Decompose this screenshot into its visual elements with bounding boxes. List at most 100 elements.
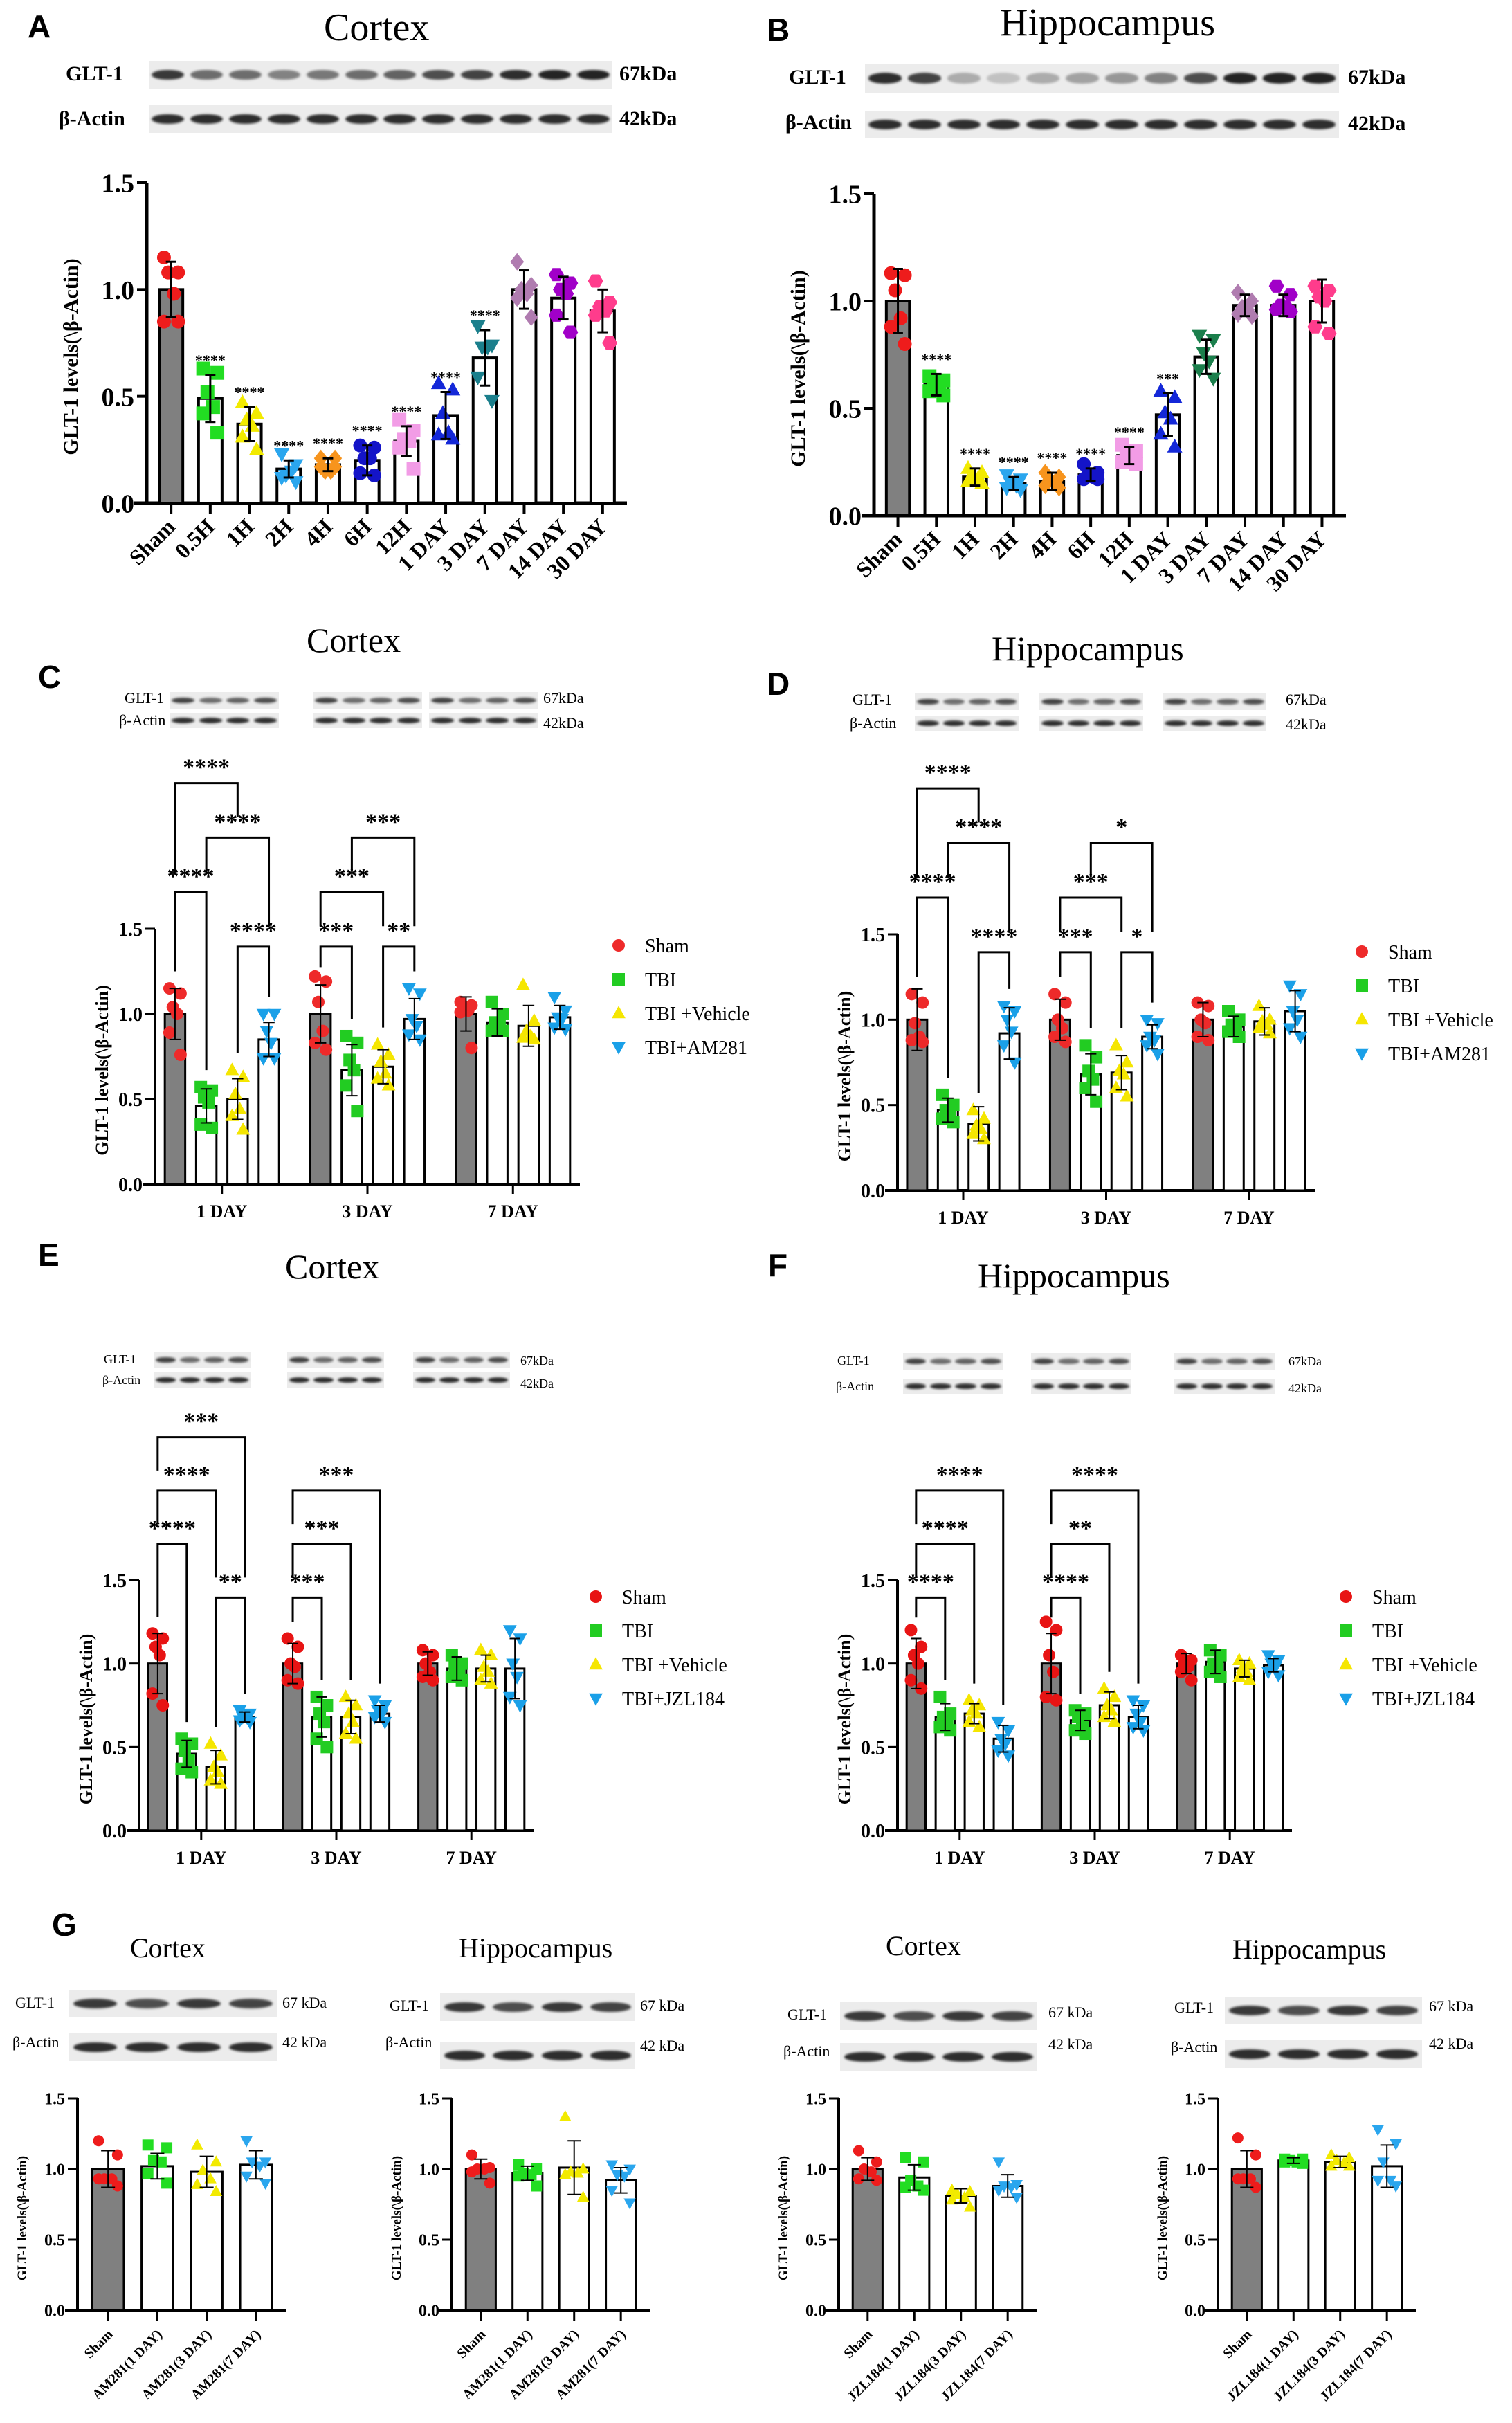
data-point-square — [161, 2177, 173, 2189]
legend-label: TBI+AM281 — [1388, 1044, 1491, 1065]
blot-label-glt1: GLT-1 — [789, 66, 846, 89]
panel-letter-d: D — [767, 666, 790, 702]
panel-letter-e: E — [38, 1237, 60, 1273]
y-tick-label: 0.5 — [861, 1737, 885, 1759]
data-point-tri-up — [963, 2200, 976, 2212]
data-point-hexagon — [1307, 279, 1323, 293]
data-point-tri-up — [1167, 389, 1183, 403]
blot-glt1 — [69, 1990, 277, 2017]
blot-band — [590, 2050, 632, 2061]
blot-band — [177, 1998, 221, 2009]
blot-band — [1217, 698, 1239, 705]
data-point-square — [531, 2180, 543, 2192]
data-point-circle — [367, 468, 381, 482]
data-point-tri-up — [374, 1054, 388, 1067]
x-tick-label: 1H — [221, 514, 258, 551]
data-point-tri-down — [513, 1633, 527, 1646]
significance-label: ** — [219, 1569, 242, 1595]
blot-glt1 — [1031, 1353, 1131, 1370]
data-point-square — [155, 2156, 167, 2168]
significance-label: *** — [1156, 370, 1179, 387]
x-tick-label: 4H — [300, 514, 337, 551]
blot-band — [463, 1377, 484, 1383]
data-point-circle — [915, 1640, 928, 1653]
data-point-circle — [853, 2173, 864, 2185]
data-point-square — [406, 462, 421, 476]
significance-label: **** — [909, 869, 956, 895]
significance-bracket — [215, 1596, 246, 1727]
blot-band — [499, 114, 532, 125]
blot-glt1 — [840, 2002, 1037, 2030]
y-tick-label: 0.5 — [102, 1737, 127, 1759]
blot-band — [306, 114, 339, 125]
data-point-tri-down — [246, 2157, 259, 2169]
data-point-square — [351, 1036, 364, 1049]
panel-letter-c: C — [38, 659, 62, 695]
significance-label: **** — [235, 383, 265, 401]
data-point-circle — [174, 987, 187, 1000]
data-point-hexagon — [588, 274, 603, 288]
bar-tbi-vehicle — [475, 1667, 497, 1832]
data-point-tri-up — [191, 2138, 203, 2150]
data-point-circle — [363, 451, 377, 466]
blot-kda-67: 67 kDa — [1429, 1997, 1474, 2015]
significance-bracket — [915, 1596, 947, 1680]
blot-band — [486, 718, 509, 723]
bar-tbi-am281 — [257, 1038, 280, 1186]
data-point-tri-down — [288, 476, 304, 491]
blot-label-actin: β-Actin — [119, 711, 166, 729]
data-point-tri-down — [1205, 334, 1221, 348]
blot-label-glt1: GLT-1 — [15, 1994, 55, 2011]
data-point-square — [1279, 2156, 1291, 2168]
panel-letter-g: G — [52, 1907, 77, 1943]
data-point-tri-up — [576, 2190, 590, 2202]
blot-kda-67: 67 kDa — [640, 1997, 685, 2014]
blot-label-actin: β-Actin — [783, 2042, 830, 2060]
data-point-tri-up — [203, 1772, 218, 1786]
legend-label: TBI +Vehicle — [1372, 1655, 1477, 1676]
significance-label: *** — [319, 1462, 354, 1488]
data-point-square — [936, 1088, 949, 1101]
blot-band — [917, 720, 939, 726]
significance-bracket — [1059, 896, 1123, 932]
data-point-tri-up — [1107, 1689, 1122, 1703]
x-tick-label: 0.5H — [170, 514, 219, 563]
blot-band — [1184, 73, 1218, 84]
x-group-label: 3 DAY — [1069, 1848, 1120, 1868]
blot-band — [155, 1356, 176, 1363]
data-point-circle — [1050, 1624, 1063, 1637]
data-point-circle — [911, 1657, 924, 1670]
blot-band — [1083, 1358, 1104, 1365]
blot-band — [1065, 73, 1099, 84]
data-point-square — [1079, 1082, 1092, 1094]
data-point-circle — [1048, 988, 1062, 1001]
significance-label: *** — [1058, 924, 1093, 950]
data-point-circle — [174, 1049, 187, 1062]
data-point-tri-down — [274, 448, 290, 463]
blot-band — [893, 2051, 935, 2062]
significance-bracket — [236, 945, 271, 1053]
blot-actin — [1225, 2040, 1422, 2068]
blot-band — [994, 698, 1017, 705]
legend-marker — [590, 1624, 602, 1637]
significance-bracket — [977, 951, 1011, 1093]
blot-glt1 — [154, 1352, 251, 1368]
blot-kda-42: 42kDa — [619, 107, 677, 130]
blot-band — [179, 1377, 201, 1383]
data-point-square — [496, 1024, 509, 1037]
data-point-square — [1079, 1727, 1092, 1741]
blot-label-actin: β-Actin — [850, 714, 897, 732]
data-point-circle — [898, 268, 912, 282]
significance-bracket — [291, 1596, 323, 1680]
data-point-tri-down — [470, 371, 486, 385]
significance-bracket — [291, 1489, 381, 1684]
significance-bracket — [947, 842, 1011, 932]
blot-actin — [440, 2042, 635, 2069]
blot-band — [73, 1998, 117, 2009]
data-point-circle — [871, 2175, 882, 2186]
data-point-circle — [93, 2173, 104, 2185]
data-point-tri-up — [1342, 2151, 1356, 2163]
blot-band — [930, 1358, 951, 1365]
blot-kda-67: 67kDa — [543, 689, 584, 707]
blot-band — [942, 698, 965, 705]
